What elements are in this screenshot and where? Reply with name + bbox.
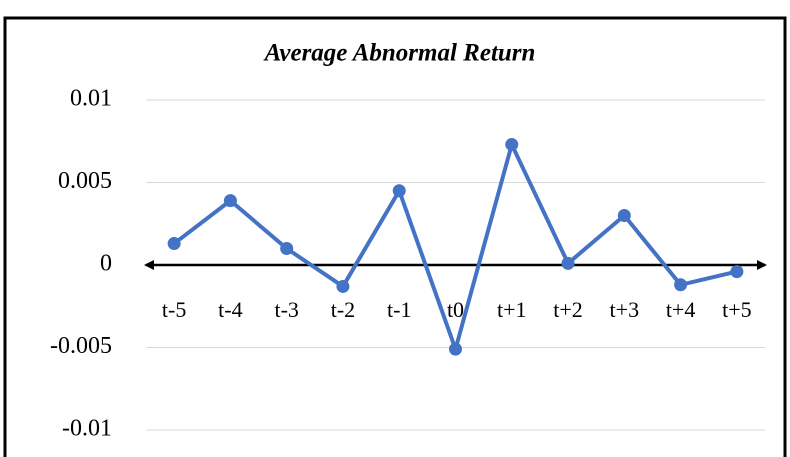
marker: [224, 194, 237, 207]
marker: [280, 242, 293, 255]
y-tick-label: 0.005: [58, 168, 112, 194]
y-tick-label: 0.01: [70, 86, 112, 112]
x-tick-label: t+1: [497, 297, 527, 322]
chart-title: Average Abnormal Return: [263, 40, 536, 67]
y-tick-label: 0: [100, 251, 112, 277]
x-tick-label: t-3: [274, 297, 298, 322]
marker: [168, 237, 181, 250]
x-tick-label: t-1: [387, 297, 411, 322]
marker: [505, 138, 518, 151]
x-tick-label: t-4: [218, 297, 242, 322]
marker: [336, 280, 349, 293]
marker: [730, 265, 743, 278]
y-tick-label: -0.005: [50, 333, 112, 359]
marker: [393, 184, 406, 197]
x-tick-label: t+2: [553, 297, 583, 322]
marker: [562, 257, 575, 270]
marker: [674, 278, 687, 291]
marker: [618, 209, 631, 222]
x-tick-label: t0: [447, 297, 464, 322]
marker: [449, 343, 462, 356]
x-tick-label: t+4: [666, 297, 696, 322]
x-tick-label: t+5: [722, 297, 752, 322]
plot: [168, 138, 744, 356]
chart: Average Abnormal Return -0.01 -0.005 0 0.00…: [0, 0, 790, 457]
x-tick-label: t-5: [162, 297, 186, 322]
x-tick-label: t-2: [331, 297, 355, 322]
y-tick-label: -0.01: [62, 416, 112, 442]
chart-border: [5, 18, 785, 457]
grid: -0.01 -0.005 0 0.005 0.01: [50, 86, 765, 442]
x-tick-label: t+3: [610, 297, 640, 322]
